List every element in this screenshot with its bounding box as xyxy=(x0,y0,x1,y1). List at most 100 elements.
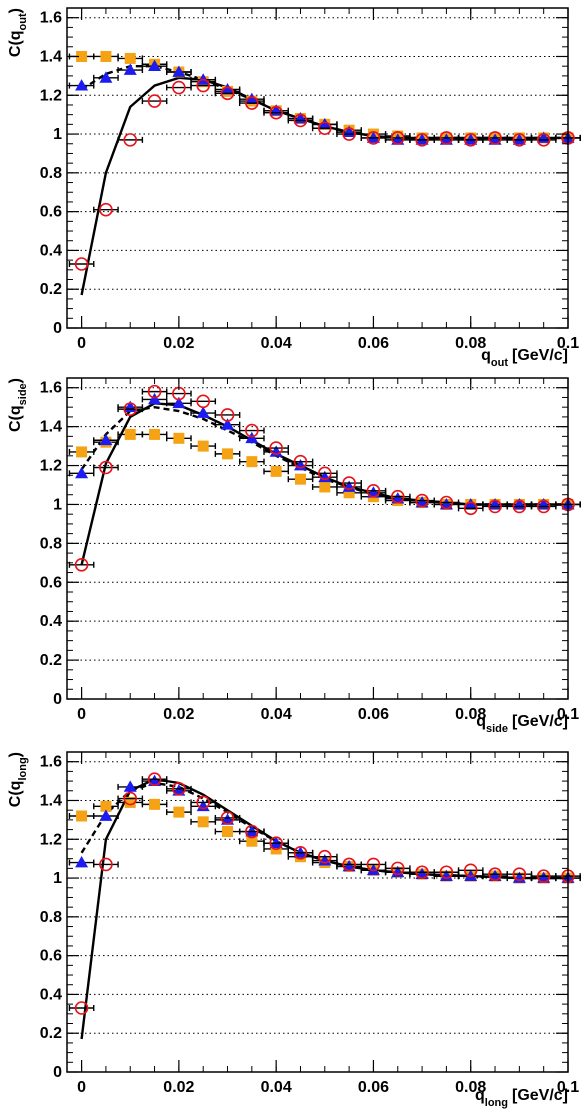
x-axis-label-main: q xyxy=(476,713,486,730)
y-axis-label-close: ) xyxy=(7,8,24,13)
data-point-triangle xyxy=(488,869,502,881)
y-tick-label: 0.8 xyxy=(40,909,62,926)
data-point-circle xyxy=(269,441,283,455)
data-point-circle xyxy=(99,460,113,475)
data-point-circle xyxy=(366,857,381,872)
x-axis-label-sub: long xyxy=(485,1097,508,1109)
y-axis-label-sub: side xyxy=(17,383,29,405)
data-point-square xyxy=(222,826,234,838)
data-point-circle xyxy=(536,133,551,147)
data-point-triangle xyxy=(318,117,332,130)
data-point-square xyxy=(76,810,88,822)
data-point-square xyxy=(246,456,258,468)
data-point-circle xyxy=(390,131,405,145)
x-tick-label: 0.02 xyxy=(163,335,194,352)
data-point-triangle xyxy=(415,133,429,145)
data-point-circle xyxy=(123,402,138,416)
x-tick-label: 0.1 xyxy=(557,1079,579,1096)
data-point-triangle xyxy=(464,497,478,510)
x-axis-label-unit: [GeV/c] xyxy=(512,347,568,364)
y-axis-label-sub: out xyxy=(17,13,29,30)
data-point-triangle xyxy=(172,65,186,77)
data-point-triangle xyxy=(366,486,380,498)
data-point-circle xyxy=(123,791,138,806)
y-tick-label: 1.2 xyxy=(40,831,62,848)
y-tick-label: 0 xyxy=(53,320,62,337)
data-point-circle xyxy=(220,86,235,101)
data-point-triangle xyxy=(99,433,113,446)
x-axis-label: qlong [GeV/c] xyxy=(475,1087,568,1109)
data-point-square xyxy=(319,481,331,493)
y-tick-label: 0.2 xyxy=(40,1025,62,1042)
data-point-triangle xyxy=(464,133,478,145)
x-tick-label: 0.08 xyxy=(455,706,486,723)
data-point-square xyxy=(124,52,136,64)
data-point-circle xyxy=(488,131,502,145)
data-point-triangle xyxy=(391,492,405,504)
y-axis-label-close: ) xyxy=(7,752,24,757)
y-axis-label-close: ) xyxy=(7,378,24,383)
data-point-square xyxy=(197,440,209,452)
data-point-circle xyxy=(293,454,308,469)
data-point-circle xyxy=(74,557,89,572)
data-point-triangle xyxy=(172,784,186,796)
data-point-circle xyxy=(536,499,551,514)
y-axis-label: C(qlong) xyxy=(7,752,29,807)
y-axis-label: C(qside) xyxy=(7,378,29,432)
data-point-triangle xyxy=(342,859,356,872)
data-point-circle xyxy=(196,394,210,409)
data-point-square xyxy=(76,446,88,458)
data-point-triangle xyxy=(221,82,235,95)
y-tick-label: 1.6 xyxy=(40,754,62,771)
data-point-circle xyxy=(293,113,308,128)
data-point-circle xyxy=(390,489,405,504)
data-point-circle xyxy=(317,849,332,864)
data-point-circle xyxy=(488,867,502,881)
data-point-circle xyxy=(463,863,478,878)
data-point-circle xyxy=(220,408,235,422)
data-point-triangle xyxy=(75,79,89,91)
y-tick-label: 0.4 xyxy=(40,986,62,1003)
data-point-circle xyxy=(439,865,454,880)
data-point-circle xyxy=(147,384,162,399)
x-tick-label: 0 xyxy=(77,335,86,352)
y-tick-label: 0.4 xyxy=(40,613,62,630)
x-tick-label: 0.08 xyxy=(455,1079,486,1096)
y-tick-label: 1.6 xyxy=(40,380,62,397)
data-point-triangle xyxy=(221,813,235,825)
data-point-triangle xyxy=(245,431,259,444)
x-tick-label: 0.02 xyxy=(163,1079,194,1096)
data-point-square xyxy=(149,798,161,810)
y-axis-label-base: C(q xyxy=(7,405,24,432)
data-point-square xyxy=(197,816,209,828)
data-point-triangle xyxy=(488,133,502,145)
x-axis-label: qside [GeV/c] xyxy=(476,713,568,735)
y-tick-label: 1 xyxy=(53,496,62,513)
y-tick-label: 0.6 xyxy=(40,948,62,965)
data-point-circle xyxy=(220,811,235,825)
x-tick-label: 0.04 xyxy=(261,1079,292,1096)
data-point-circle xyxy=(415,865,429,880)
data-point-triangle xyxy=(269,836,283,849)
y-tick-label: 1 xyxy=(53,870,62,887)
data-point-circle xyxy=(512,133,527,147)
fit-curve-solid xyxy=(80,76,568,296)
y-axis-label-base: C(q xyxy=(7,781,24,808)
data-point-triangle xyxy=(293,846,307,858)
data-point-triangle xyxy=(245,92,259,105)
x-axis-label-unit: [GeV/c] xyxy=(512,1087,568,1104)
data-point-triangle xyxy=(196,406,210,418)
data-point-triangle xyxy=(221,418,235,430)
data-point-square xyxy=(124,796,136,808)
y-tick-label: 1.2 xyxy=(40,458,62,475)
data-point-triangle xyxy=(439,133,453,145)
x-tick-label: 0.04 xyxy=(261,335,292,352)
data-point-triangle xyxy=(172,396,186,409)
data-point-circle xyxy=(342,127,356,141)
x-tick-label: 0.02 xyxy=(163,706,194,723)
x-axis-label-main: q xyxy=(475,1087,485,1104)
x-tick-label: 0.06 xyxy=(358,335,389,352)
data-point-triangle xyxy=(464,869,478,881)
data-point-square xyxy=(294,473,306,485)
